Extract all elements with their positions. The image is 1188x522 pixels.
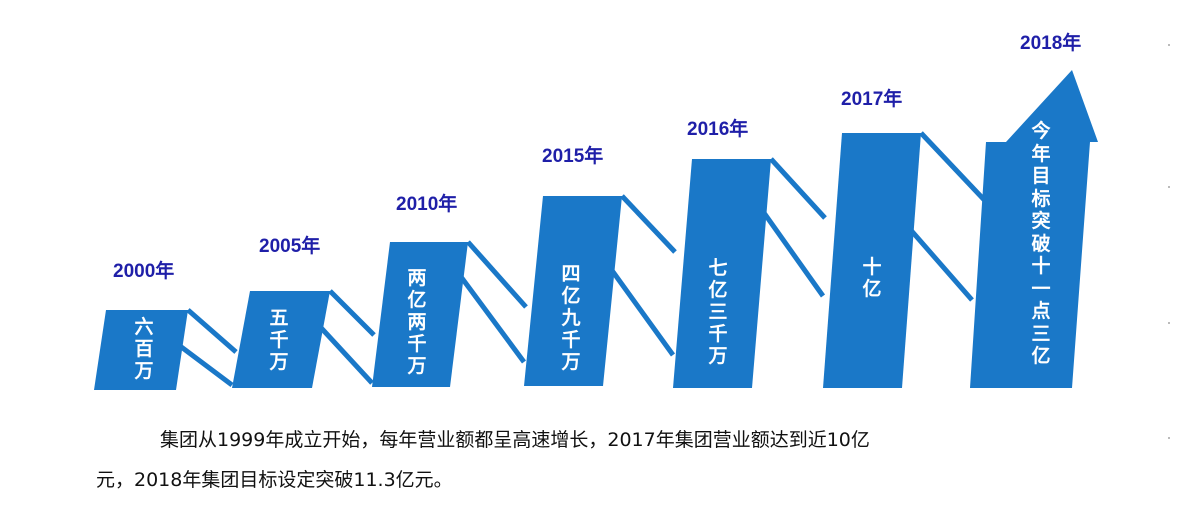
description-paragraph: 集团从1999年成立开始，每年营业额都呈高速增长，2017年集团营业额达到近10… (96, 420, 1156, 500)
edge-mark (1168, 437, 1170, 439)
bar-2015 (524, 196, 622, 386)
bar-label-2018: 今年目标突破十一点三亿 (1031, 120, 1051, 367)
edge-mark (1168, 44, 1170, 46)
connector-line (600, 256, 676, 357)
bar-label-2017: 十亿 (862, 256, 882, 300)
year-label-2010: 2010年 (396, 194, 458, 215)
connector-line (466, 240, 528, 309)
connector-line (900, 218, 974, 302)
bar-label-2016: 七亿三千万 (708, 257, 728, 367)
edge-mark (1168, 322, 1170, 324)
edge-mark (1168, 186, 1170, 188)
target-arrow-2018 (970, 70, 1098, 388)
bar-2016 (673, 159, 771, 388)
bar-label-2015: 四亿九千万 (561, 263, 581, 373)
connector-line (328, 289, 376, 337)
connector-line (174, 341, 234, 387)
year-label-2017: 2017年 (841, 89, 903, 110)
paragraph-line-1: 集团从1999年成立开始，每年营业额都呈高速增长，2017年集团营业额达到近10… (160, 429, 870, 451)
bar-label-2010: 两亿两千万 (407, 267, 427, 377)
year-label-2018: 2018年 (1020, 33, 1082, 54)
connector-line (769, 157, 827, 220)
bar-2000 (94, 310, 188, 390)
connector-line (919, 131, 992, 208)
bar-label-2000: 六百万 (134, 316, 154, 382)
growth-diagram: 2000年 2005年 2010年 2015年 2016年 2017年 2018… (94, 33, 1098, 390)
bar-label-2005: 五千万 (269, 307, 289, 373)
connector-line (186, 308, 238, 354)
connector-line (620, 194, 677, 254)
year-label-2016: 2016年 (687, 119, 749, 140)
paragraph-line-2: 元，2018年集团目标设定突破11.3亿元。 (96, 469, 453, 491)
growth-staircase (94, 70, 1098, 390)
bar-2005 (232, 291, 330, 388)
year-label-2005: 2005年 (259, 236, 321, 257)
year-label-2015: 2015年 (542, 146, 604, 167)
bar-2010 (372, 242, 468, 387)
year-label-2000: 2000年 (113, 261, 175, 282)
bar-2017 (823, 133, 921, 388)
